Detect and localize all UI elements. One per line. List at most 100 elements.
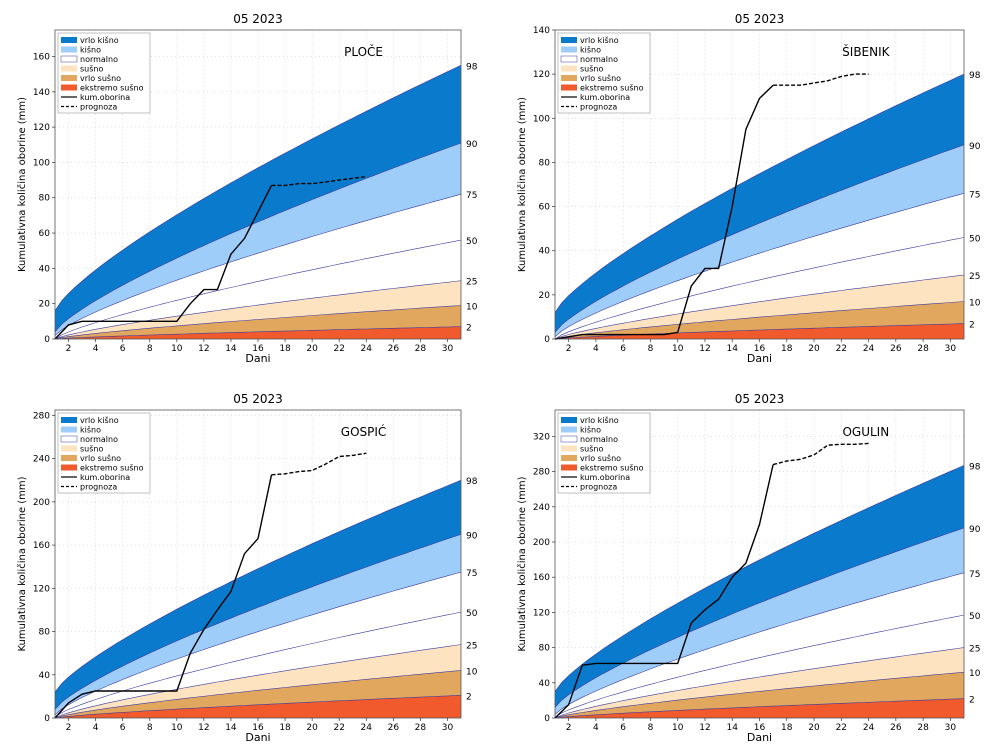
percentile-line-2 [54, 695, 462, 719]
y-tick-label: 120 [33, 123, 50, 133]
legend-swatch-ekstremno_susno [561, 84, 577, 91]
station-name: ŠIBENIK [842, 44, 890, 59]
y-tick-label: 120 [33, 584, 50, 594]
legend-swatch-susno [561, 445, 577, 452]
percentile-lines [54, 65, 462, 340]
legend-label-kum_oborina: kum.oborina [80, 473, 130, 482]
legend-swatch-vrlo_susno [561, 455, 577, 461]
x-tick-label: 20 [306, 723, 318, 733]
percentile-label-25: 25 [969, 645, 980, 655]
percentile-line-90 [54, 534, 462, 710]
x-tick-label: 16 [754, 723, 766, 733]
percentile-line-10 [54, 670, 462, 719]
x-tick-label: 10 [171, 723, 183, 733]
band-susno [55, 280, 461, 339]
y-tick-label: 80 [539, 644, 551, 654]
y-tick-label: 20 [539, 291, 551, 301]
x-tick-label: 30 [442, 344, 454, 354]
x-tick-label: 26 [890, 344, 902, 354]
x-tick-label: 2 [566, 723, 572, 733]
percentile-line-2 [54, 326, 462, 340]
y-tick-label: 80 [39, 628, 51, 638]
chart-title: 05 2023 [735, 392, 785, 406]
x-tick-label: 12 [198, 344, 209, 354]
x-tick-label: 8 [648, 344, 654, 354]
x-tick-label: 16 [754, 344, 766, 354]
band-kisno [55, 534, 461, 715]
percentile-line-10 [554, 671, 965, 719]
band-vrlo_kisno [55, 480, 461, 710]
y-tick-label: 240 [33, 455, 50, 465]
legend-label-vrlo_susno: vrlo sušno [80, 73, 121, 83]
y-tick-label: 160 [33, 541, 50, 551]
legend-label-ekstremno_susno: ekstremo sušno [80, 83, 144, 93]
percentile-label-10: 10 [969, 298, 981, 308]
chart-title: 05 2023 [233, 392, 283, 406]
x-tick-label: 6 [120, 344, 126, 354]
legend-label-kum_oborina: kum.oborina [580, 473, 630, 482]
x-tick-label: 16 [252, 723, 264, 733]
x-tick-label: 28 [917, 344, 929, 354]
y-tick-label: 160 [533, 573, 550, 583]
y-tick-label: 140 [533, 26, 550, 36]
x-tick-label: 12 [198, 723, 209, 733]
forecast-line [772, 442, 869, 466]
x-tick-label: 10 [672, 344, 684, 354]
y-axis-label: Kumulativna količina oborine (mm) [16, 476, 28, 651]
percentile-label-2: 2 [969, 696, 975, 706]
x-tick-label: 26 [388, 344, 400, 354]
y-tick-label: 40 [39, 264, 51, 274]
legend-box [557, 32, 651, 114]
legend-swatch-normalno [60, 435, 78, 443]
percentile-line-75 [554, 572, 965, 715]
band-vrlo_kisno [55, 65, 461, 332]
band-normalno [55, 194, 461, 339]
percentile-label-10: 10 [969, 669, 981, 679]
legend-box [557, 412, 651, 494]
legend-swatch-vrlo_susno [561, 75, 577, 81]
band-normalno [555, 572, 964, 718]
legend-label-normalno: normalno [80, 55, 118, 64]
percentile-line-10 [554, 301, 965, 340]
x-tick-label: 6 [620, 723, 626, 733]
x-tick-label: 24 [361, 723, 373, 733]
x-tick-label: 20 [306, 344, 318, 354]
x-tick-label: 24 [863, 723, 875, 733]
y-tick-label: 40 [539, 679, 551, 689]
observed-line [54, 185, 273, 340]
percentile-line-90 [554, 144, 965, 333]
y-axis-label: Kumulativna količina oborine (mm) [516, 476, 528, 651]
y-tick-label: 60 [39, 229, 51, 239]
chart-title: 05 2023 [233, 12, 283, 26]
percentile-lines [554, 465, 965, 719]
legend-swatch-susno [561, 65, 577, 72]
legend-label-susno: sušno [580, 64, 603, 74]
observed-line [554, 84, 774, 340]
x-tick-label: 26 [388, 723, 400, 733]
x-tick-label: 8 [648, 723, 654, 733]
y-tick-label: 40 [539, 247, 551, 257]
x-tick-label: 30 [442, 723, 454, 733]
percentile-label-90: 90 [466, 140, 478, 150]
legend-swatch-ekstremno_susno [61, 464, 77, 471]
percentile-line-98 [554, 465, 965, 692]
x-tick-label: 22 [333, 723, 344, 733]
x-tick-label: 22 [836, 344, 847, 354]
x-axis-label: Dani [747, 352, 772, 365]
y-tick-label: 320 [533, 432, 550, 442]
y-axis-label: Kumulativna količina oborine (mm) [16, 97, 28, 272]
x-axis-label: Dani [245, 352, 270, 365]
y-tick-label: 0 [44, 335, 50, 345]
x-axis-label: Dani [245, 731, 270, 744]
band-vrlo_kisno [555, 74, 964, 333]
legend-label-prognoza: prognoza [580, 103, 617, 112]
legend-label-ekstremno_susno: ekstremo sušno [80, 463, 144, 473]
y-tick-label: 80 [39, 194, 51, 204]
legend-label-prognoza: prognoza [580, 483, 617, 492]
x-tick-label: 14 [727, 723, 739, 733]
bands [55, 65, 461, 339]
